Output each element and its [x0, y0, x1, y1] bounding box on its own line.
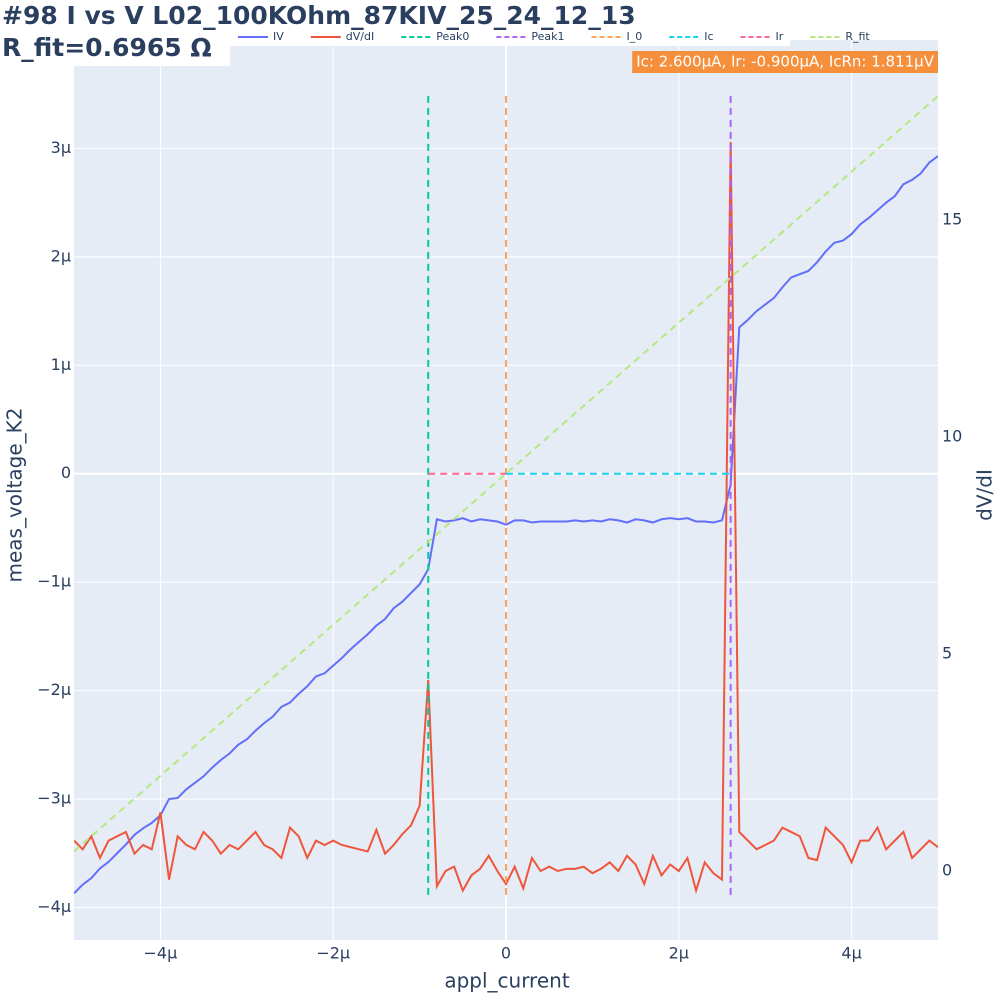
- legend-label: I_0: [626, 30, 642, 43]
- legend-bg: [230, 28, 790, 46]
- legend-label: Ir: [776, 30, 784, 43]
- legend-label: Peak0: [436, 30, 469, 43]
- annotation: Ic: 2.600μA, Ir: -0.900μA, IcRn: 1.811μV: [636, 53, 935, 71]
- series-line: [74, 155, 938, 895]
- y-tick-label: −3μ: [37, 789, 71, 808]
- legend-label: dV/dI: [346, 30, 374, 43]
- y-tick-label: −1μ: [37, 572, 71, 591]
- y-tick-label: 0: [61, 463, 71, 482]
- y-tick-label: 2μ: [51, 246, 71, 265]
- x-tick-label: −4μ: [144, 944, 178, 963]
- y2-tick-label: 0: [942, 861, 952, 880]
- title-bg: [0, 40, 230, 66]
- annotation-box: [632, 51, 938, 73]
- y2-axis-title: dV/dI: [973, 469, 997, 521]
- y2-tick-label: 5: [942, 644, 952, 663]
- y-tick-label: 1μ: [51, 355, 71, 374]
- x-tick-label: 0: [501, 944, 511, 963]
- x-axis-title: appl_current: [444, 969, 570, 993]
- y-tick-label: −4μ: [37, 897, 71, 916]
- legend: IV dV/dI Peak0 Peak1 I_0 Ic Ir R_fit: [238, 30, 870, 43]
- legend-label: Peak1: [531, 30, 564, 43]
- y2-tick-label: 10: [942, 427, 962, 446]
- x-tick-label: 2μ: [669, 944, 689, 963]
- axes: −4μ −2μ 0 2μ 4μ −4μ −3μ −2μ −1μ 0 1μ 2μ 3μ 0 5 10 15: [37, 138, 962, 963]
- legend-label: R_fit: [845, 30, 870, 43]
- y-tick-label: 3μ: [51, 138, 71, 157]
- y-axis-title: meas_voltage_K2: [3, 407, 27, 582]
- chart-subtitle: R_fit=0.6965 Ω: [2, 33, 212, 62]
- y2-tick-label: 15: [942, 210, 962, 229]
- x-tick-label: 4μ: [841, 944, 861, 963]
- legend-label: IV: [273, 30, 284, 43]
- chart-title: #98 I vs V L02_100KOhm_87KIV_25_24_12_13: [2, 1, 636, 30]
- series-line: [74, 141, 938, 895]
- lines: [74, 95, 938, 895]
- legend-label: Ic: [704, 30, 713, 43]
- y-tick-label: −2μ: [37, 680, 71, 699]
- x-tick-label: −2μ: [316, 944, 350, 963]
